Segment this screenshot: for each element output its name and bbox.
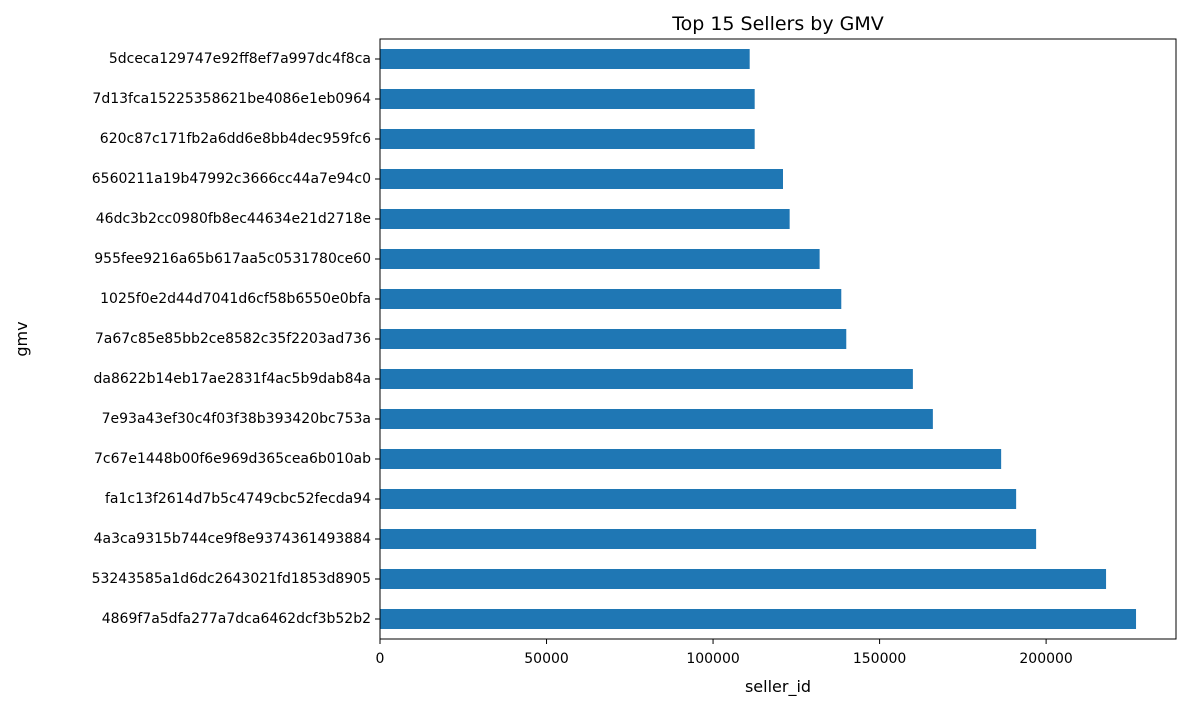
bars-group xyxy=(380,49,1137,629)
x-tick-label: 50000 xyxy=(524,651,569,667)
y-tick-label: 5dceca129747e92ff8ef7a997dc4f8ca xyxy=(109,51,371,67)
x-tick-label: 200000 xyxy=(1019,651,1072,667)
y-tick-label: 7e93a43ef30c4f03f38b393420bc753a xyxy=(102,411,371,427)
x-axis-ticks: 0 50000 100000 150000 200000 xyxy=(376,639,1073,667)
y-tick-label: 955fee9216a65b617aa5c0531780ce60 xyxy=(94,251,371,267)
bar-1025f0e2d44d7041d6cf58b6550e0bfa xyxy=(380,289,842,309)
bar-da8622b14eb17ae2831f4ac5b9dab84a xyxy=(380,369,913,389)
bar-7a67c85e85bb2ce8582c35f2203ad736 xyxy=(380,329,847,349)
bar-4a3ca9315b744ce9f8e9374361493884 xyxy=(380,529,1037,549)
y-tick-label: 46dc3b2cc0980fb8ec44634e21d2718e xyxy=(96,211,371,227)
bar-4869f7a5dfa277a7dca6462dcf3b52b2 xyxy=(380,609,1137,629)
y-tick-label: 4a3ca9315b744ce9f8e9374361493884 xyxy=(94,531,371,547)
y-tick-label: 7d13fca15225358621be4086e1eb0964 xyxy=(92,91,371,107)
bar-6560211a19b47992c3666cc44a7e94c0 xyxy=(380,169,783,189)
x-tick-label: 150000 xyxy=(853,651,906,667)
y-tick-label: fa1c13f2614d7b5c4749cbc52fecda94 xyxy=(105,491,371,507)
y-tick-label: 7c67e1448b00f6e969d365cea6b010ab xyxy=(94,451,371,467)
plot-frame xyxy=(379,38,1177,640)
bar-53243585a1d6dc2643021fd1853d8905 xyxy=(380,569,1107,589)
y-tick-label: 1025f0e2d44d7041d6cf58b6550e0bfa xyxy=(100,291,371,307)
bar-fa1c13f2614d7b5c4749cbc52fecda94 xyxy=(380,489,1017,509)
chart-title: Top 15 Sellers by GMV xyxy=(671,13,884,35)
y-tick-label: 53243585a1d6dc2643021fd1853d8905 xyxy=(92,571,371,587)
bar-7d13fca15225358621be4086e1eb0964 xyxy=(380,89,755,109)
y-tick-label: 7a67c85e85bb2ce8582c35f2203ad736 xyxy=(95,331,371,347)
y-axis-ticks: 4869f7a5dfa277a7dca6462dcf3b52b2 53243585… xyxy=(92,51,380,627)
x-tick-label: 100000 xyxy=(686,651,739,667)
y-axis-label: gmv xyxy=(12,321,31,356)
bar-5dceca129747e92ff8ef7a997dc4f8ca xyxy=(380,49,750,69)
bar-955fee9216a65b617aa5c0531780ce60 xyxy=(380,249,820,269)
bar-46dc3b2cc0980fb8ec44634e21d2718e xyxy=(380,209,790,229)
y-tick-label: 6560211a19b47992c3666cc44a7e94c0 xyxy=(92,171,371,187)
bar-620c87c171fb2a6dd6e8bb4dec959fc6 xyxy=(380,129,755,149)
y-tick-label: da8622b14eb17ae2831f4ac5b9dab84a xyxy=(94,371,372,387)
bar-7e93a43ef30c4f03f38b393420bc753a xyxy=(380,409,933,429)
y-tick-label: 4869f7a5dfa277a7dca6462dcf3b52b2 xyxy=(102,611,371,627)
x-tick-label: 0 xyxy=(376,651,385,667)
x-axis-label: seller_id xyxy=(745,677,811,697)
bar-7c67e1448b00f6e969d365cea6b010ab xyxy=(380,449,1002,469)
y-tick-label: 620c87c171fb2a6dd6e8bb4dec959fc6 xyxy=(100,131,371,147)
